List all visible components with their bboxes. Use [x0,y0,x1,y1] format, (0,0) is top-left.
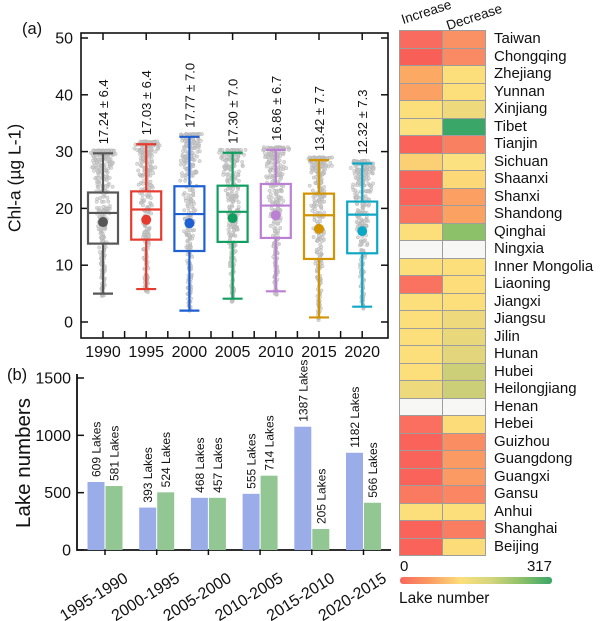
bar-label-decrease: 205 Lakes [314,469,328,524]
boxplot-2010 [259,148,292,293]
bar-decrease [364,502,381,550]
mean-dot-1995 [141,214,152,225]
bar-label-increase: 555 Lakes [245,433,259,488]
bar-label-decrease: 566 Lakes [366,442,380,497]
panel-a-y-tick-label: 10 [55,258,73,275]
panel-b-y-tick-label: 1000 [35,428,71,445]
mean-dot-2005 [227,213,238,224]
mean-sd-annotation-1990: 17.24 ± 6.4 [96,79,111,144]
mean-dot-2000 [184,218,195,229]
bar-increase [139,507,157,550]
panel-a-y-tick-label: 0 [64,315,73,332]
bar-label-increase: 1182 Lakes [348,387,362,448]
panel-a-x-tick-label: 2005 [215,344,251,361]
panel-a-x-tick-label: 1995 [128,344,164,361]
panel-a-y-axis-title: Chl-a (µg L-1) [4,123,25,233]
boxplot-2005 [216,151,249,300]
panel-a-x-tick-label: 2020 [344,344,380,361]
bar-label-decrease: 714 Lakes [263,415,277,470]
bar-decrease [208,497,226,550]
boxplot-2000 [173,135,206,312]
panel-b-axes [76,374,391,551]
boxplot-1990 [86,152,120,295]
mean-sd-annotation-2005: 17.30 ± 7.0 [226,79,241,144]
panel-a-x-tick-label: 1990 [85,344,121,361]
panel-a-y-tick-label: 20 [55,201,73,218]
bar-label-increase: 468 Lakes [193,437,207,492]
mean-sd-annotation-1995: 17.03 ± 6.4 [139,70,154,135]
panel-b-y-axis-title: Lake numbers [12,398,35,528]
panel-a-frame [80,32,389,339]
panel-a-y-tick-label: 30 [55,144,73,161]
panel-a-x-tick-label: 2015 [301,344,337,361]
panel-b-y-tick-label: 1500 [35,371,71,388]
mean-sd-annotation-2000: 17.77 ± 7.0 [182,63,197,128]
bar-label-decrease: 457 Lakes [211,437,225,492]
mean-dot-2015 [314,223,324,234]
panel-a-x-tick-label: 2010 [258,344,294,361]
bar-increase [87,482,105,550]
bar-increase [346,452,363,550]
bar-label-increase: 1387 Lakes [296,360,310,422]
scatter-cloud-group [89,132,376,322]
panel-b-label: (b) [7,366,28,384]
bar-label-increase: 393 Lakes [141,447,155,502]
bar-decrease [105,486,123,550]
panel-b-y-tick-label: 0 [62,543,71,560]
boxplot-2020 [346,162,379,308]
panel-a-y-tick-label: 50 [55,31,73,48]
panel-a-y-tick-label: 40 [55,87,73,104]
panel-b-y-tick-label: 500 [44,485,71,502]
panel-a-label: (a) [22,20,43,38]
mean-dot-2010 [270,210,281,221]
bar-decrease [157,492,175,550]
bar-increase [242,493,260,550]
mean-sd-annotation-2015: 13.42 ± 7.7 [312,86,327,151]
bar-label-decrease: 581 Lakes [108,426,122,481]
boxplot-2015 [302,159,336,319]
scatter-cloud-2015 [306,155,334,322]
bar-increase [294,426,312,550]
mean-dot-2020 [357,226,368,237]
bar-label-increase: 609 Lakes [90,422,104,477]
panel-a-x-tick-label: 2000 [172,344,208,361]
mean-dot-1990 [98,217,108,228]
mean-sd-annotation-2020: 12.32 ± 7.3 [355,90,370,155]
bar-increase [190,497,208,550]
bar-decrease [260,475,278,550]
mean-sd-annotation-2010: 16.86 ± 6.7 [269,76,284,141]
boxplot-1995 [130,143,163,291]
bar-label-decrease: 524 Lakes [159,432,173,487]
bar-decrease [312,529,330,550]
